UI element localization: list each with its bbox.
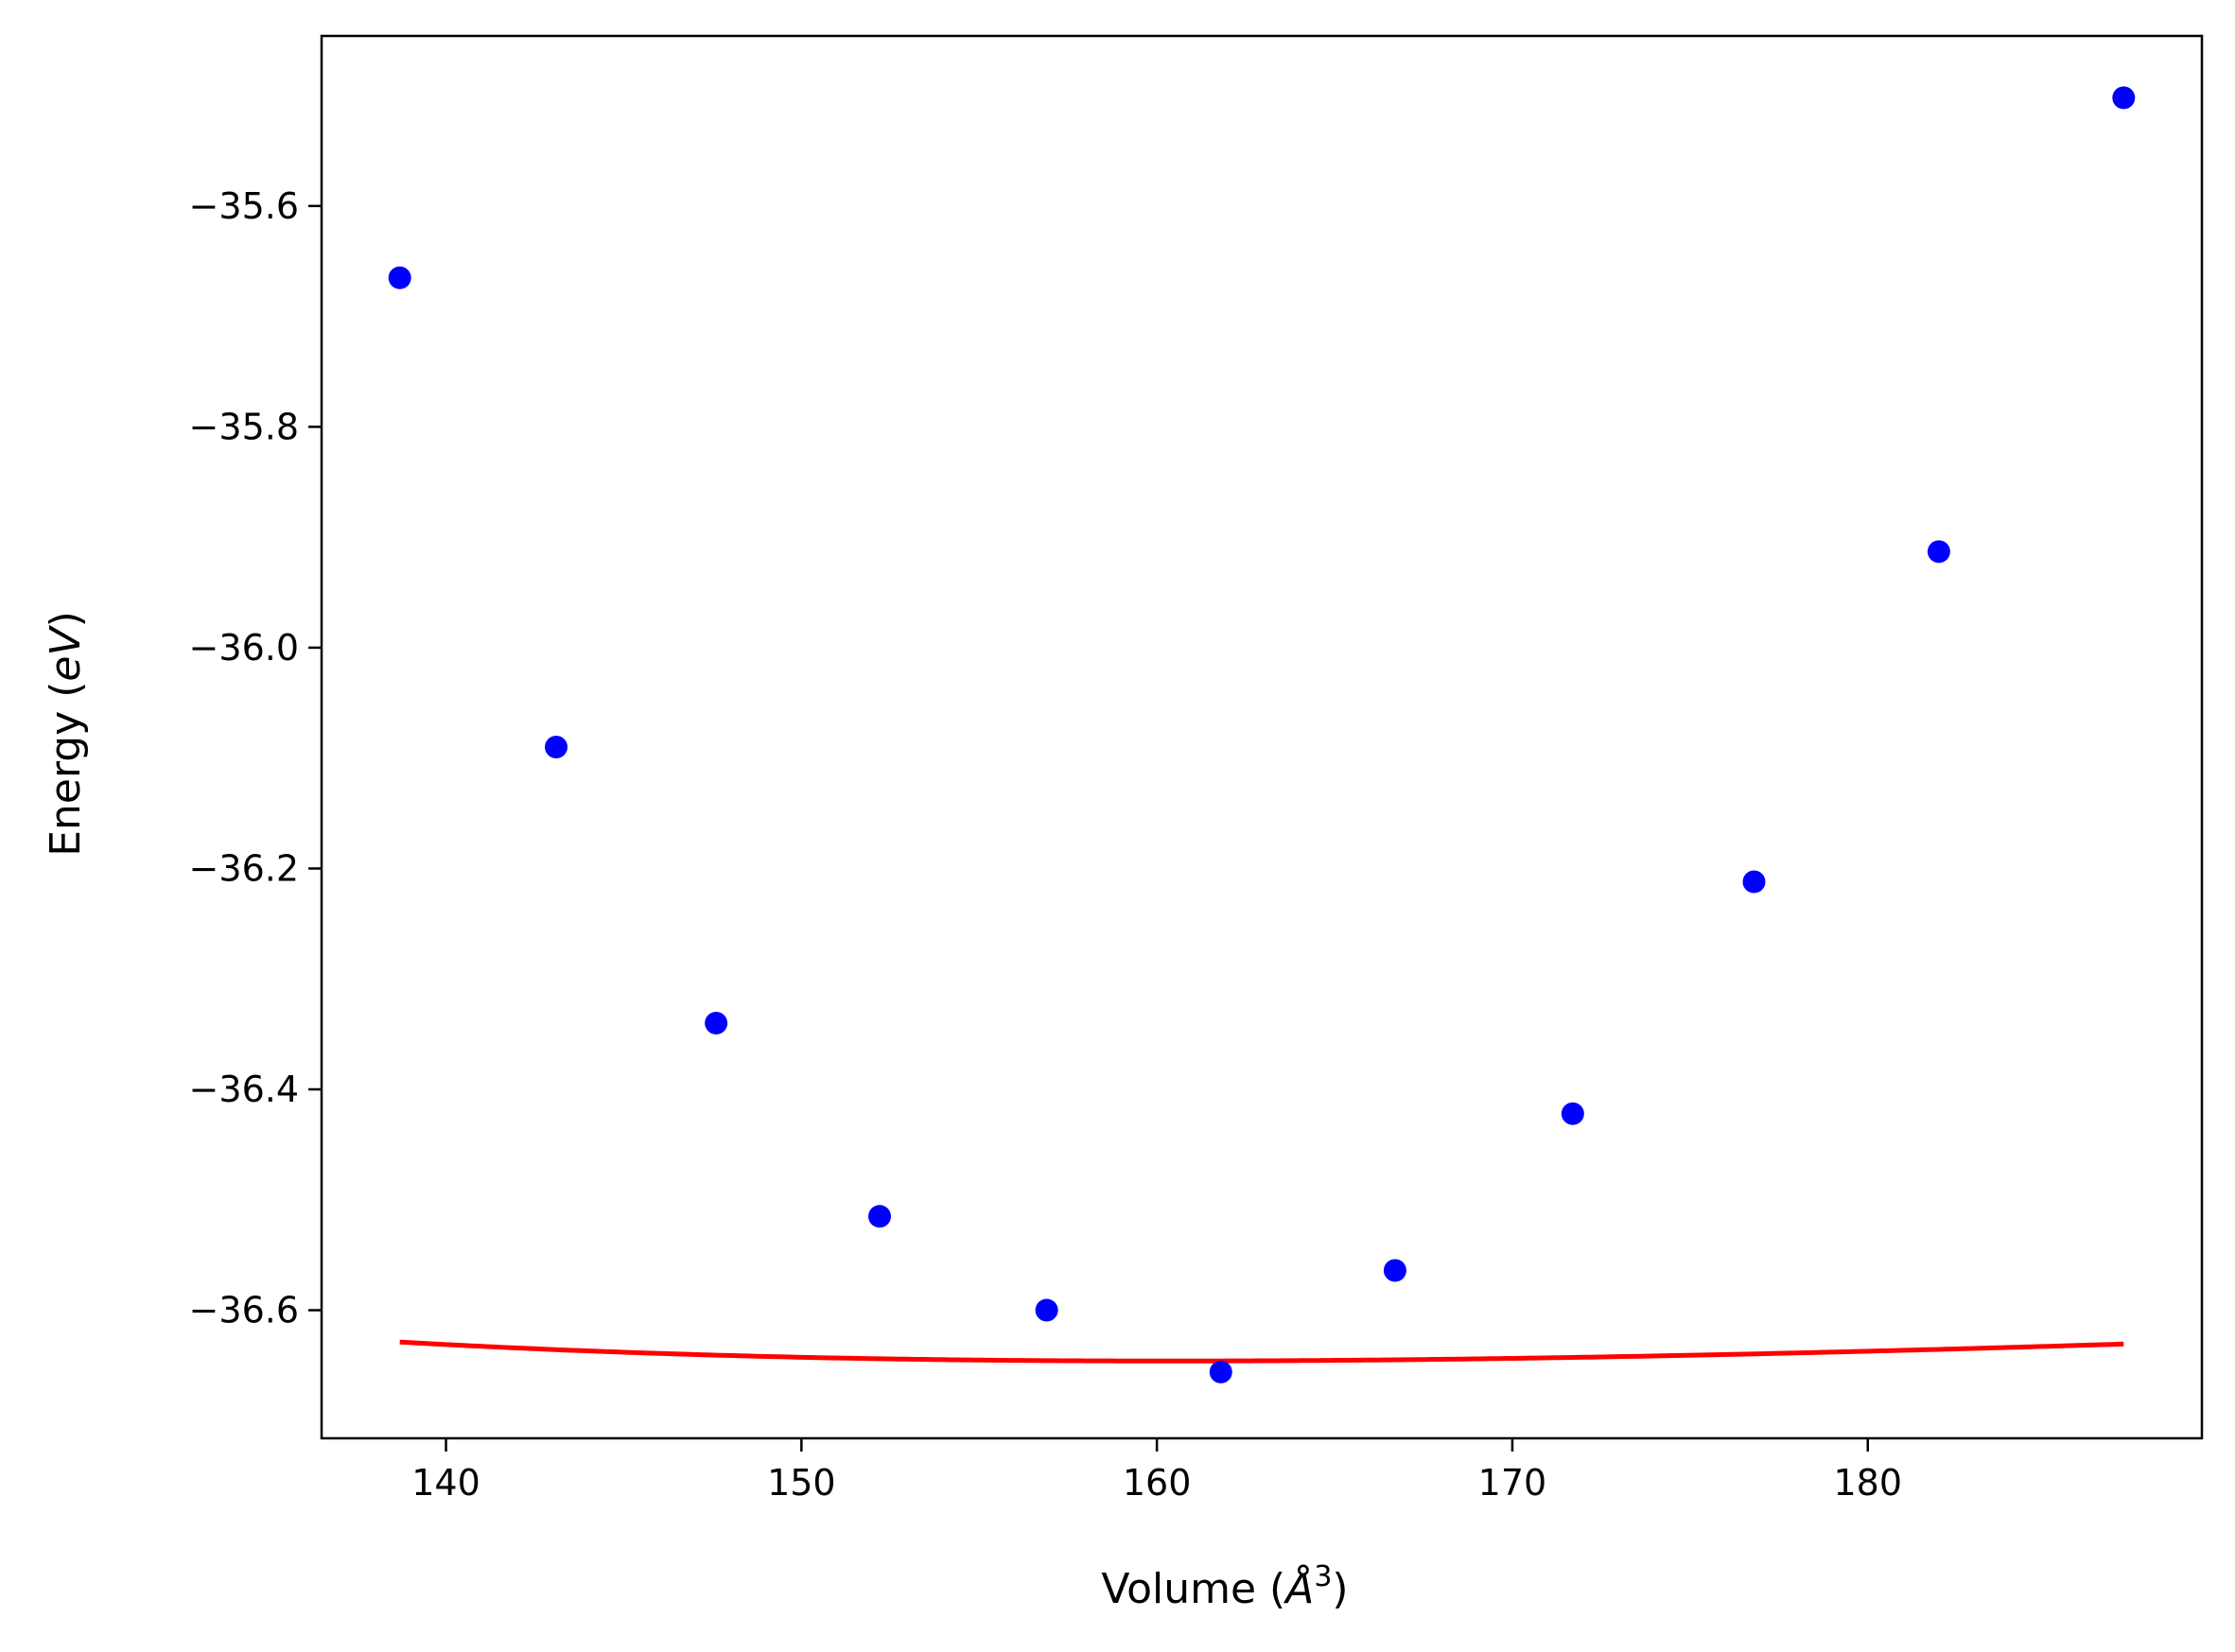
y-axis-label-unit: eV (42, 625, 90, 682)
data-point (868, 1205, 892, 1228)
data-point (1742, 870, 1766, 894)
x-axis-label: Volume (Å3) (1101, 1560, 1348, 1613)
x-tick-label: 170 (1478, 1462, 1547, 1504)
y-tick-label: −36.4 (189, 1069, 299, 1110)
y-axis-label-text: Energy ( (42, 682, 90, 857)
x-axis-label-text: Volume ( (1101, 1565, 1285, 1613)
data-point (1927, 540, 1950, 564)
y-axis-label-close: ) (42, 611, 90, 627)
x-tick-label: 150 (767, 1462, 836, 1504)
fit-curve (399, 1339, 2124, 1364)
x-axis-label-close: ) (1332, 1565, 1348, 1613)
y-tick-label: −35.8 (189, 406, 299, 447)
x-tick-label: 140 (411, 1462, 480, 1504)
data-point (1035, 1298, 1058, 1322)
data-point (1383, 1259, 1406, 1282)
data-points (388, 86, 2136, 1383)
y-tick-label: −36.2 (189, 847, 299, 889)
y-tick-label: −35.6 (189, 185, 299, 227)
data-point (1561, 1102, 1584, 1125)
data-point (545, 736, 568, 759)
x-axis-label-exponent: 3 (1314, 1560, 1332, 1593)
data-point (705, 1011, 728, 1035)
plot-frame (320, 34, 2204, 1440)
y-axis-ticks: −35.6 −35.8 −36.0 −36.2 −36.4 −36.6 (189, 185, 322, 1331)
data-point (388, 266, 411, 289)
y-tick-label: −36.6 (189, 1290, 299, 1331)
data-point (1209, 1360, 1232, 1383)
x-tick-label: 180 (1833, 1462, 1902, 1504)
data-point (2112, 86, 2136, 110)
y-axis-label: Energy (eV) (42, 611, 90, 857)
x-tick-label: 160 (1123, 1462, 1192, 1504)
x-axis-ticks: 140 150 160 170 180 (411, 1438, 1902, 1504)
x-axis-label-unit: Å (1283, 1563, 1314, 1613)
y-tick-label: −36.0 (189, 627, 299, 669)
